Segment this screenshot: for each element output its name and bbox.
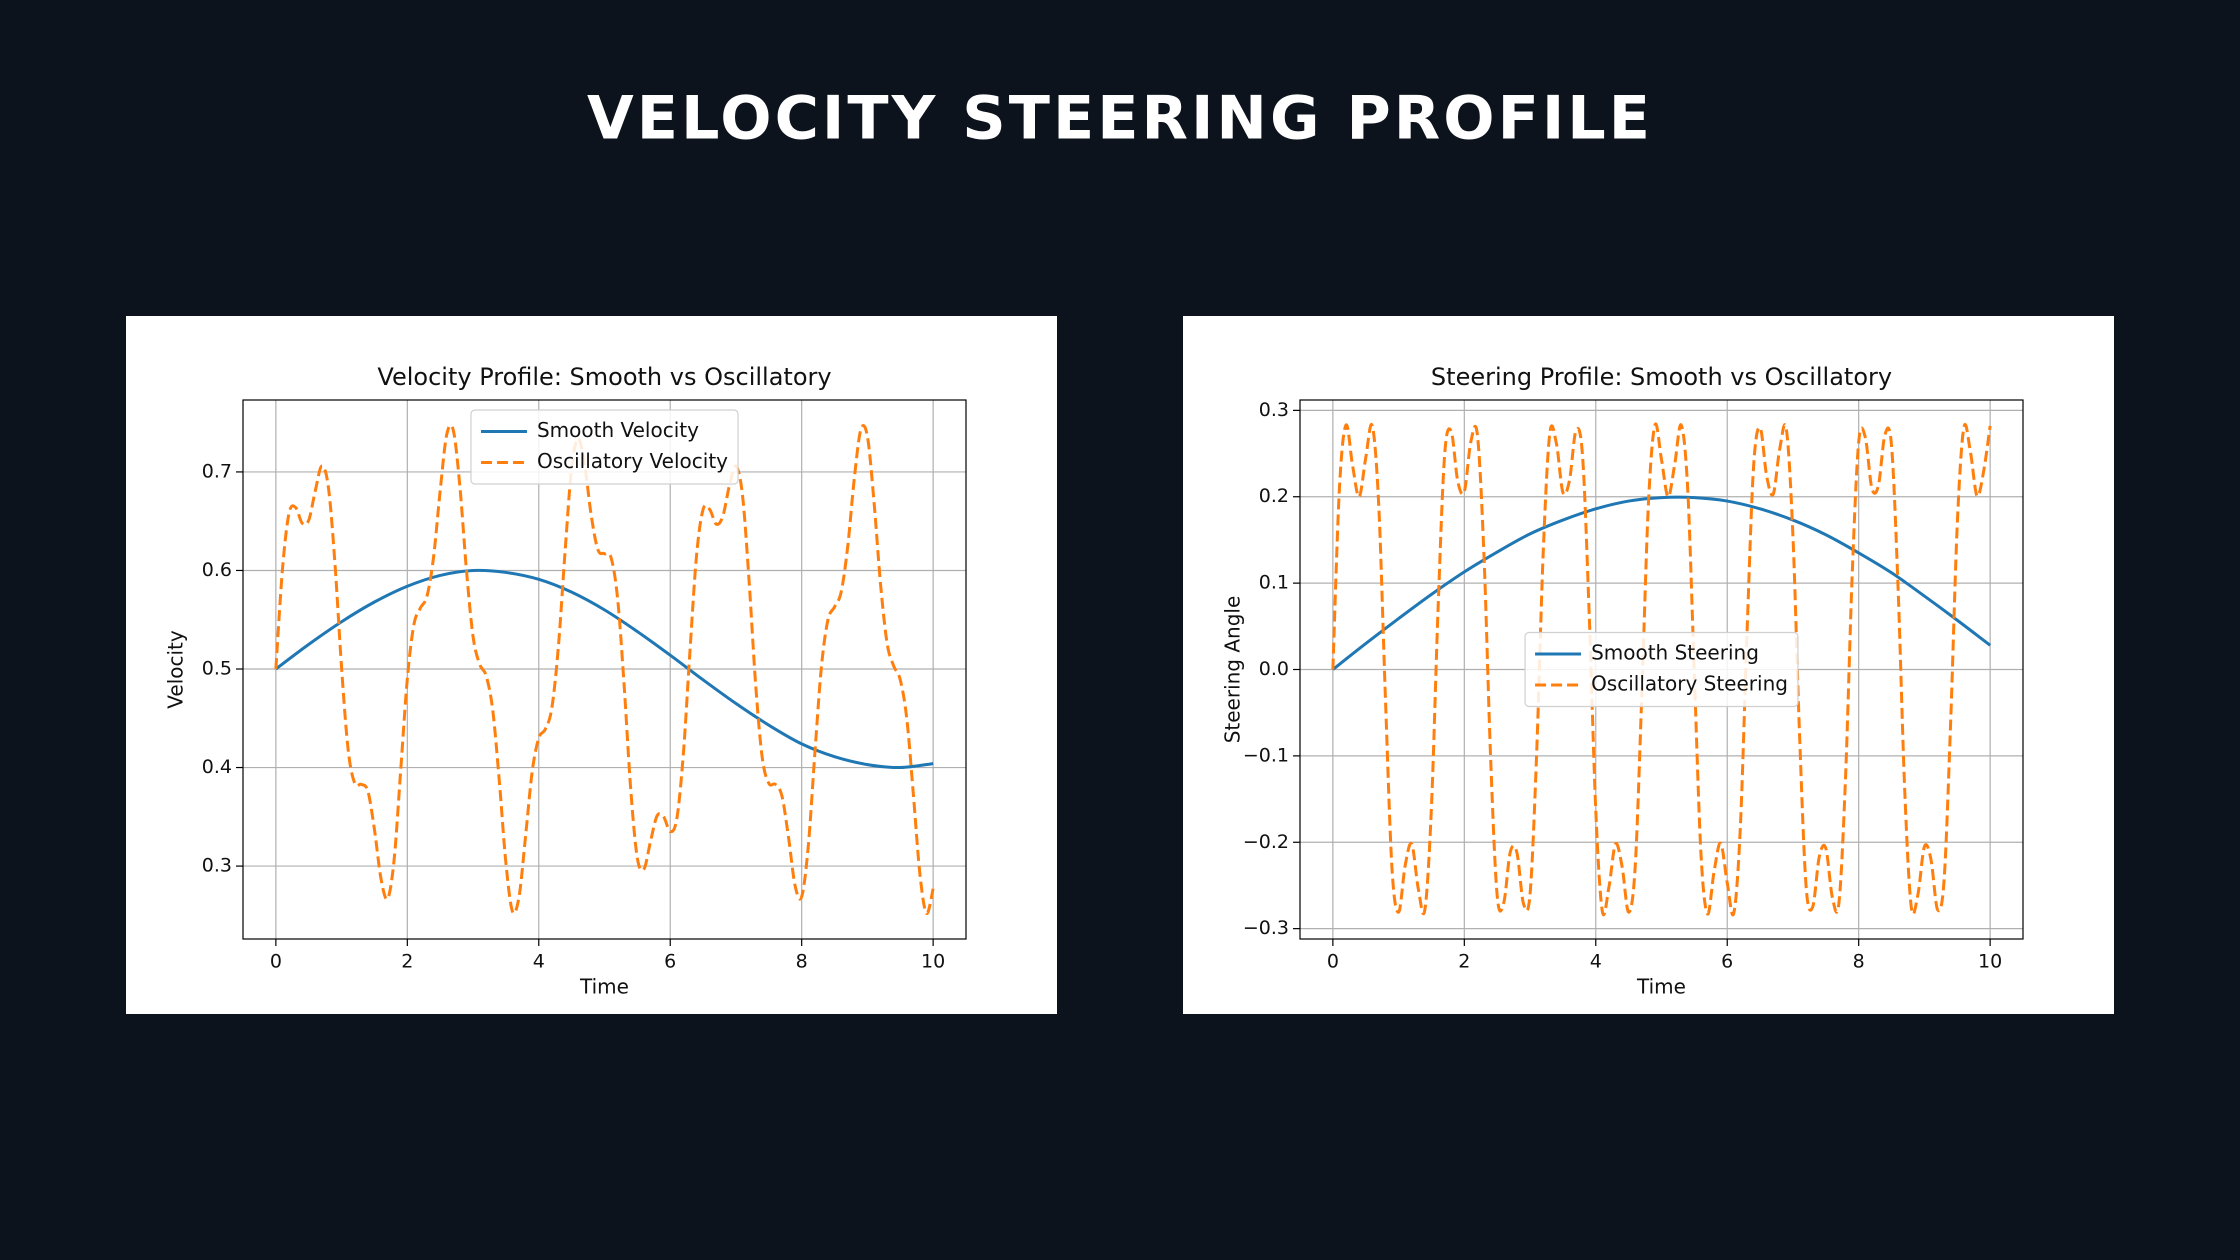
x-axis-label: Time bbox=[1636, 975, 1686, 999]
y-axis-label: Steering Angle bbox=[1221, 596, 1245, 744]
y-tick-label: 0.3 bbox=[1259, 399, 1289, 421]
legend: Smooth Velocity Oscillatory Velocity bbox=[470, 409, 739, 485]
x-tick-label: 8 bbox=[796, 951, 808, 973]
axes-frame bbox=[242, 399, 967, 940]
chart-panel: 0 2 4 6 8 10 0.3 0.4 0.5 0.6 0.7 Velocity Profile: … bbox=[126, 316, 1057, 1014]
legend-label: Smooth Steering bbox=[1591, 641, 1759, 665]
legend-box bbox=[1524, 631, 1799, 708]
page-title: VELOCITY STEERING PROFILE bbox=[587, 84, 1653, 154]
chart-panel: 0 2 4 6 8 10 −0.3 −0.2 −0.1 0.0 0.1 0.2 0.3 Steering … bbox=[1183, 316, 2114, 1014]
y-tick-label: 0.7 bbox=[202, 460, 232, 482]
y-tick-label: 0.0 bbox=[1259, 658, 1289, 680]
y-axis-label: Velocity bbox=[164, 630, 188, 709]
y-tick-label: −0.1 bbox=[1243, 744, 1289, 766]
y-tick-label: 0.2 bbox=[1259, 485, 1289, 507]
x-tick-label: 0 bbox=[270, 951, 282, 973]
legend-box bbox=[470, 409, 739, 485]
y-tick-label: −0.2 bbox=[1243, 831, 1289, 853]
series-line bbox=[274, 423, 935, 915]
x-tick-label: 6 bbox=[1721, 951, 1733, 973]
x-tick-label: 10 bbox=[1978, 951, 2002, 973]
x-axis-label: Time bbox=[579, 975, 629, 999]
y-tick-label: 0.6 bbox=[202, 559, 232, 581]
series-line bbox=[1331, 422, 1992, 917]
y-tick-label: 0.1 bbox=[1259, 572, 1289, 594]
chart-title: Velocity Profile: Smooth vs Oscillatory bbox=[377, 363, 831, 391]
y-tick-label: 0.3 bbox=[202, 855, 232, 877]
x-tick-label: 4 bbox=[533, 951, 545, 973]
x-tick-label: 2 bbox=[1458, 951, 1470, 973]
x-tick-label: 6 bbox=[664, 951, 676, 973]
y-tick-label: 0.5 bbox=[202, 658, 232, 680]
legend-label: Smooth Velocity bbox=[537, 418, 699, 442]
y-tick-label: −0.3 bbox=[1243, 917, 1289, 939]
x-tick-label: 8 bbox=[1853, 951, 1865, 973]
series-line bbox=[1331, 495, 1992, 671]
axes-frame bbox=[1299, 399, 2024, 940]
chart-title: Steering Profile: Smooth vs Oscillatory bbox=[1431, 363, 1892, 391]
x-tick-label: 2 bbox=[401, 951, 413, 973]
legend-label: Oscillatory Steering bbox=[1591, 672, 1788, 696]
legend: Smooth Steering Oscillatory Steering bbox=[1524, 631, 1799, 708]
y-tick-label: 0.4 bbox=[202, 756, 232, 778]
legend-label: Oscillatory Velocity bbox=[537, 449, 728, 473]
series-line bbox=[274, 568, 934, 770]
x-tick-label: 4 bbox=[1590, 951, 1602, 973]
x-tick-label: 0 bbox=[1327, 951, 1339, 973]
x-tick-label: 10 bbox=[921, 951, 945, 973]
